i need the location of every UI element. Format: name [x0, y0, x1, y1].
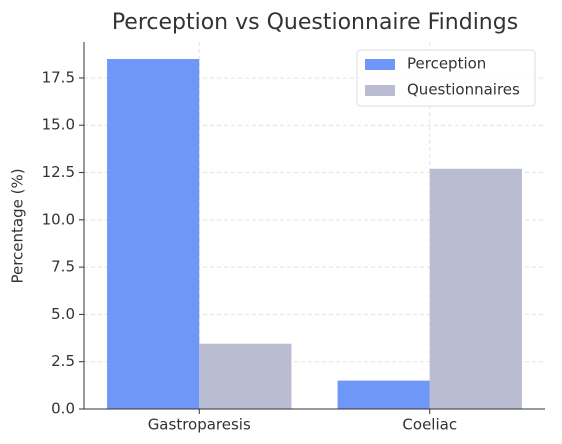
- legend-label: Questionnaires: [407, 81, 520, 99]
- x-tick-label: Coeliac: [402, 416, 457, 434]
- bar: [107, 59, 200, 410]
- y-tick-label: 10.0: [42, 210, 75, 228]
- legend-box: [356, 49, 536, 107]
- y-tick-label: 5.0: [51, 305, 75, 323]
- y-axis-label: Percentage (%): [9, 168, 27, 283]
- y-tick-label: 2.5: [51, 352, 75, 370]
- bar: [337, 380, 430, 409]
- y-tick-label: 12.5: [42, 163, 75, 181]
- bar: [199, 343, 292, 409]
- chart-title: Perception vs Questionnaire Findings: [112, 10, 518, 35]
- y-tick-label: 17.5: [42, 68, 75, 86]
- legend-swatch: [365, 85, 395, 96]
- y-tick-label: 7.5: [51, 258, 75, 276]
- bar: [429, 168, 522, 409]
- legend-swatch: [365, 59, 395, 70]
- y-tick-label: 15.0: [42, 116, 75, 134]
- y-tick-label: 0.0: [51, 400, 75, 418]
- x-tick-label: Gastroparesis: [148, 416, 251, 434]
- legend-label: Perception: [407, 55, 486, 73]
